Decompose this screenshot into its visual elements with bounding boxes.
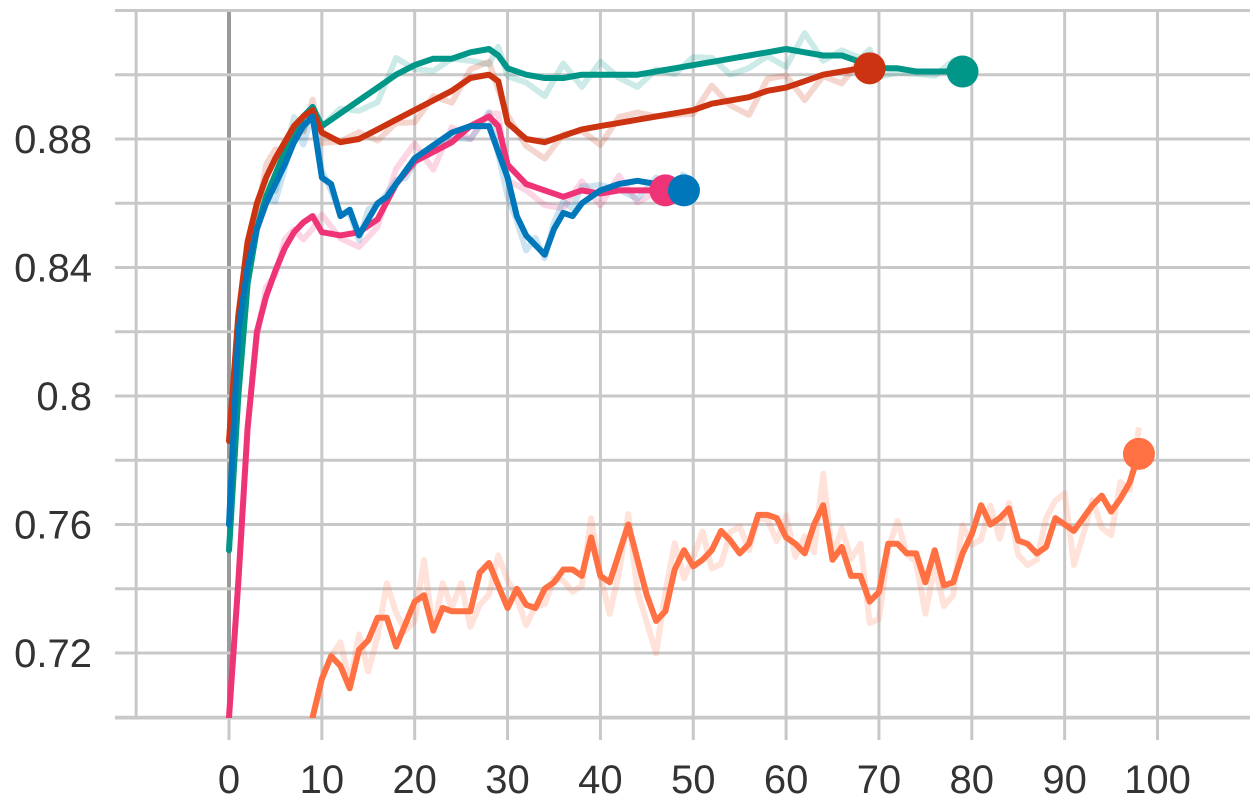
x-tick-label: 80 bbox=[950, 758, 995, 802]
x-tick-label: 40 bbox=[578, 758, 623, 802]
x-tick-label: 60 bbox=[764, 758, 809, 802]
y-tick-label: 0.88 bbox=[14, 118, 92, 162]
series-1-end-point bbox=[853, 52, 886, 85]
x-tick-label: 10 bbox=[300, 758, 345, 802]
y-tick-label: 0.76 bbox=[14, 504, 92, 548]
x-tick-label: 70 bbox=[857, 758, 902, 802]
x-tick-label: 50 bbox=[671, 758, 716, 802]
series-layer bbox=[226, 46, 1142, 718]
series-0-end-point bbox=[946, 55, 979, 88]
series-3-raw-line bbox=[226, 109, 687, 525]
x-tick-label: 20 bbox=[392, 758, 437, 802]
x-tick-label: 0 bbox=[218, 758, 240, 802]
series-4-end-point bbox=[1122, 437, 1155, 470]
y-axis-tick-labels: 0.72 0.76 0.8 0.84 0.88 bbox=[14, 118, 92, 676]
y-tick-label: 0.72 bbox=[14, 632, 92, 676]
end-markers bbox=[649, 52, 1155, 470]
y-tick-label: 0.8 bbox=[36, 375, 92, 419]
grid bbox=[115, 9, 1250, 740]
x-axis-tick-labels: 0 10 20 30 40 50 60 70 80 90 100 bbox=[218, 758, 1191, 802]
series-3-end-point bbox=[667, 174, 700, 207]
series-4-line bbox=[309, 450, 1142, 718]
series-1-line bbox=[226, 65, 873, 444]
x-tick-label: 100 bbox=[1124, 758, 1191, 802]
series-4-raw-line bbox=[309, 426, 1142, 718]
series-3-line bbox=[226, 113, 687, 528]
x-tick-label: 90 bbox=[1042, 758, 1087, 802]
x-tick-label: 30 bbox=[485, 758, 530, 802]
y-tick-label: 0.84 bbox=[14, 247, 92, 291]
